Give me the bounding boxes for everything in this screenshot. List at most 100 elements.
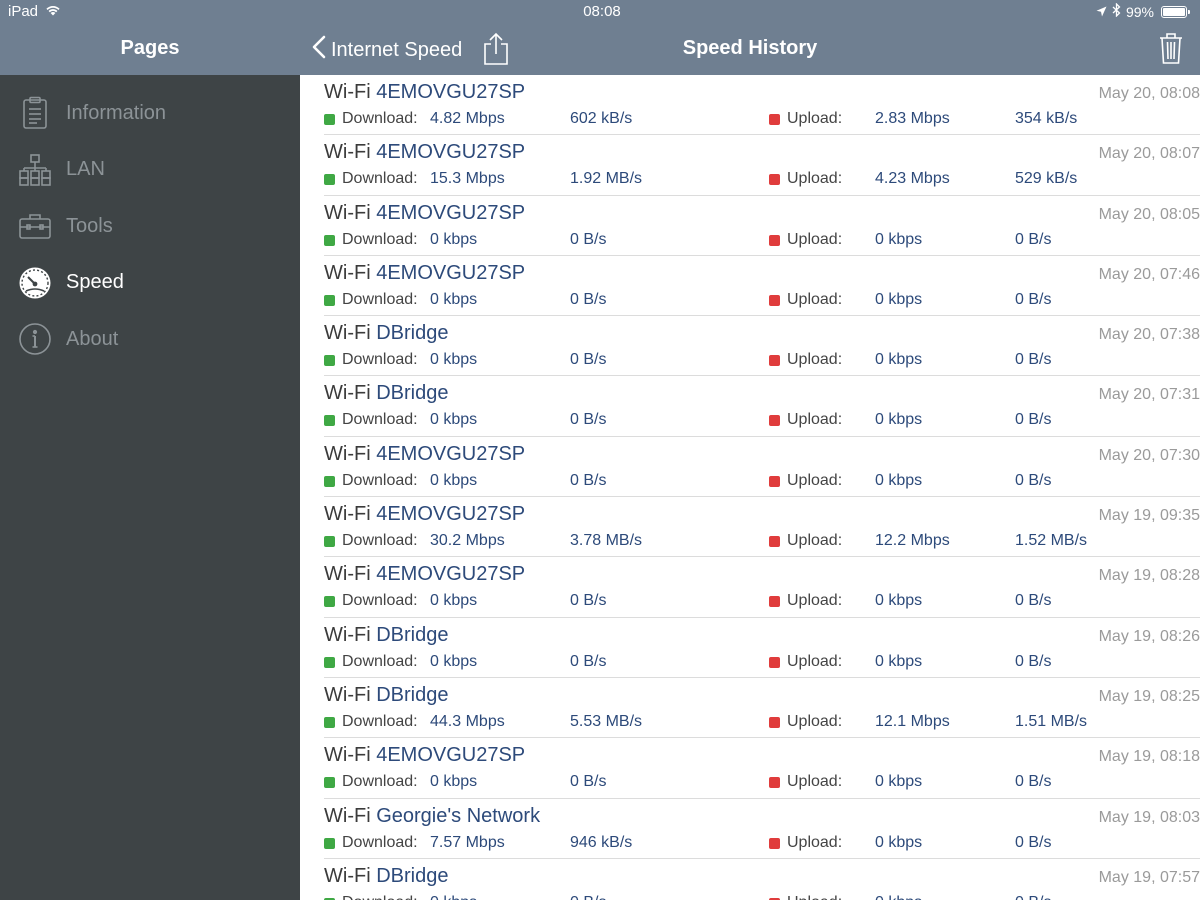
upload-indicator-icon bbox=[769, 897, 780, 900]
history-row[interactable]: Wi-Fi DBridge May 20, 07:38 Download: 0 … bbox=[324, 316, 1200, 377]
upload-bytes: 0 B/s bbox=[1015, 411, 1052, 429]
sidebar-header: iPad Pages bbox=[0, 0, 300, 75]
upload-label: Upload: bbox=[787, 894, 842, 900]
back-button[interactable]: Internet Speed bbox=[312, 35, 462, 65]
download-indicator-icon bbox=[324, 596, 335, 608]
network-name: DBridge bbox=[376, 382, 449, 405]
download-bytes: 5.53 MB/s bbox=[570, 712, 643, 730]
download-indicator-icon bbox=[324, 174, 335, 186]
sidebar-item-speed[interactable]: Speed bbox=[0, 255, 300, 312]
network-tree-icon bbox=[17, 152, 53, 188]
upload-speed: 0 kbps bbox=[875, 471, 923, 489]
chevron-left-icon bbox=[312, 35, 331, 65]
row-speeds: Download: 0 kbps 0 B/s Upload: 0 kbps 0 … bbox=[324, 411, 1200, 431]
share-button[interactable] bbox=[483, 32, 509, 71]
sidebar-title: Pages bbox=[120, 37, 180, 59]
row-date: May 20, 07:38 bbox=[1098, 326, 1200, 344]
network-name: DBridge bbox=[376, 864, 449, 887]
history-row[interactable]: Wi-Fi 4EMOVGU27SP May 20, 07:30 Download… bbox=[324, 437, 1200, 498]
download-label: Download: bbox=[342, 894, 418, 900]
toolbox-icon bbox=[17, 208, 53, 244]
network-name: 4EMOVGU27SP bbox=[376, 744, 526, 767]
upload-bytes: 1.51 MB/s bbox=[1015, 712, 1088, 730]
history-row[interactable]: Wi-Fi 4EMOVGU27SP May 19, 09:35 Download… bbox=[324, 497, 1200, 558]
row-title: Wi-Fi Georgie's Network bbox=[324, 805, 540, 828]
history-row[interactable]: Wi-Fi DBridge May 19, 08:26 Download: 0 … bbox=[324, 618, 1200, 678]
history-row[interactable]: Wi-Fi DBridge May 20, 07:31 Download: 0 … bbox=[324, 376, 1200, 437]
row-date: May 19, 08:25 bbox=[1098, 687, 1200, 705]
connection-type: Wi-Fi bbox=[324, 804, 371, 827]
row-title: Wi-Fi 4EMOVGU27SP bbox=[324, 81, 525, 104]
download-label: Download: bbox=[342, 532, 418, 550]
upload-label: Upload: bbox=[787, 592, 843, 610]
upload-label: Upload: bbox=[787, 351, 843, 369]
row-title: Wi-Fi 4EMOVGU27SP bbox=[324, 202, 525, 225]
sidebar-item-tools[interactable]: Tools bbox=[0, 198, 300, 255]
sidebar-item-about[interactable]: About bbox=[0, 311, 300, 368]
download-speed: 0 kbps bbox=[430, 230, 478, 248]
sidebar-item-lan[interactable]: LAN bbox=[0, 142, 300, 199]
download-bytes: 0 B/s bbox=[570, 592, 607, 610]
sidebar-item-label: LAN bbox=[66, 158, 105, 181]
sidebar: iPad Pages bbox=[0, 0, 300, 900]
download-bytes: 0 B/s bbox=[570, 773, 607, 791]
download-speed: 4.82 Mbps bbox=[430, 110, 505, 127]
row-date: May 19, 08:26 bbox=[1098, 627, 1200, 645]
sidebar-item-information[interactable]: Information bbox=[0, 85, 300, 142]
download-bytes: 0 B/s bbox=[570, 894, 606, 900]
upload-label: Upload: bbox=[787, 833, 843, 851]
device-name: iPad bbox=[8, 3, 39, 20]
history-row[interactable]: Wi-Fi Georgie's Network May 19, 08:03 Do… bbox=[324, 799, 1200, 859]
history-row[interactable]: Wi-Fi 4EMOVGU27SP May 20, 08:05 Download… bbox=[324, 196, 1200, 256]
row-speeds: Download: 4.82 Mbps 602 kB/s Upload: 2.8… bbox=[324, 110, 1200, 130]
status-bar-left: iPad bbox=[8, 3, 61, 20]
row-title: Wi-Fi 4EMOVGU27SP bbox=[324, 141, 525, 164]
download-bytes: 3.78 MB/s bbox=[570, 532, 643, 550]
connection-type: Wi-Fi bbox=[324, 81, 371, 103]
row-date: May 19, 08:28 bbox=[1098, 567, 1200, 585]
history-row[interactable]: Wi-Fi 4EMOVGU27SP May 19, 08:18 Download… bbox=[324, 738, 1200, 799]
history-row[interactable]: Wi-Fi DBridge May 19, 08:25 Download: 44… bbox=[324, 678, 1200, 739]
location-arrow-icon bbox=[1096, 4, 1107, 20]
row-date: May 20, 08:08 bbox=[1098, 85, 1200, 102]
download-bytes: 602 kB/s bbox=[570, 110, 633, 127]
sidebar-item-label: Speed bbox=[66, 271, 124, 294]
download-bytes: 1.92 MB/s bbox=[570, 170, 643, 188]
back-button-label: Internet Speed bbox=[331, 38, 463, 61]
history-row[interactable]: Wi-Fi 4EMOVGU27SP May 20, 08:08 Download… bbox=[324, 75, 1200, 136]
upload-indicator-icon bbox=[769, 415, 780, 427]
download-label: Download: bbox=[342, 230, 418, 248]
connection-type: Wi-Fi bbox=[324, 382, 371, 405]
history-row[interactable]: Wi-Fi DBridge May 19, 07:57 Download: 0 … bbox=[324, 859, 1200, 900]
network-name: DBridge bbox=[376, 623, 449, 646]
row-title: Wi-Fi 4EMOVGU27SP bbox=[324, 262, 525, 285]
connection-type: Wi-Fi bbox=[324, 442, 371, 465]
upload-speed: 0 kbps bbox=[875, 290, 923, 308]
delete-button[interactable] bbox=[1159, 32, 1183, 69]
row-speeds: Download: 0 kbps 0 B/s Upload: 0 kbps 0 … bbox=[324, 894, 1200, 900]
download-bytes: 0 B/s bbox=[570, 471, 607, 489]
upload-speed: 0 kbps bbox=[875, 411, 923, 429]
row-speeds: Download: 0 kbps 0 B/s Upload: 0 kbps 0 … bbox=[324, 231, 1200, 251]
history-row[interactable]: Wi-Fi 4EMOVGU27SP May 19, 08:28 Download… bbox=[324, 557, 1200, 618]
info-icon bbox=[17, 321, 53, 357]
history-row[interactable]: Wi-Fi 4EMOVGU27SP May 20, 08:07 Download… bbox=[324, 135, 1200, 196]
download-label: Download: bbox=[342, 351, 418, 369]
network-name: 4EMOVGU27SP bbox=[376, 81, 526, 103]
upload-speed: 0 kbps bbox=[875, 351, 923, 369]
download-indicator-icon bbox=[324, 656, 335, 668]
connection-type: Wi-Fi bbox=[324, 563, 371, 586]
row-title: Wi-Fi DBridge bbox=[324, 684, 448, 707]
status-time: 08:08 bbox=[583, 3, 621, 20]
history-row[interactable]: Wi-Fi 4EMOVGU27SP May 20, 07:46 Download… bbox=[324, 256, 1200, 317]
row-speeds: Download: 44.3 Mbps 5.53 MB/s Upload: 12… bbox=[324, 713, 1200, 733]
row-speeds: Download: 0 kbps 0 B/s Upload: 0 kbps 0 … bbox=[324, 472, 1200, 492]
network-name: 4EMOVGU27SP bbox=[376, 201, 526, 224]
upload-speed: 0 kbps bbox=[875, 773, 923, 791]
download-speed: 15.3 Mbps bbox=[430, 170, 505, 188]
network-name: 4EMOVGU27SP bbox=[376, 503, 526, 526]
upload-bytes: 0 B/s bbox=[1015, 773, 1052, 791]
download-label: Download: bbox=[342, 170, 418, 188]
download-speed: 0 kbps bbox=[430, 471, 478, 489]
upload-label: Upload: bbox=[787, 411, 843, 429]
